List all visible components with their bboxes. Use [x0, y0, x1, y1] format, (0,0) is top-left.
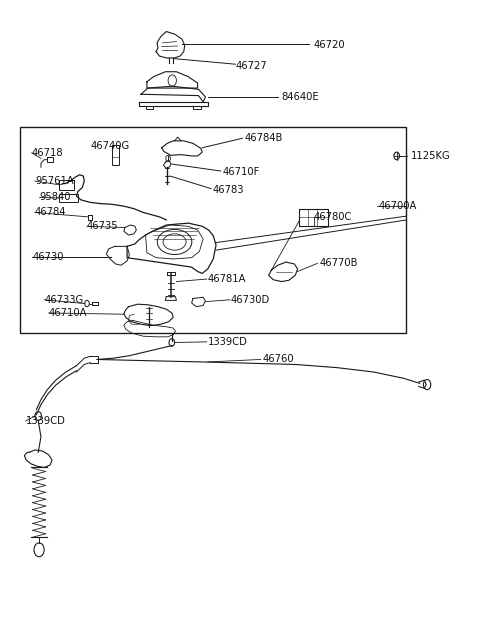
Text: 46780C: 46780C [314, 212, 352, 222]
Text: 46784: 46784 [35, 208, 66, 217]
Text: 46730D: 46730D [231, 295, 270, 304]
Text: 46740G: 46740G [90, 141, 130, 151]
Text: 46760: 46760 [262, 354, 294, 365]
Text: 46727: 46727 [235, 61, 267, 71]
Bar [112, 145, 119, 165]
Text: 46783: 46783 [212, 185, 244, 195]
Text: 1339CD: 1339CD [26, 416, 66, 426]
Text: 46700A: 46700A [378, 201, 417, 210]
Text: 95761A: 95761A [35, 176, 74, 186]
Text: 46718: 46718 [32, 148, 63, 158]
Text: 46720: 46720 [314, 40, 345, 51]
Text: 46710A: 46710A [49, 308, 87, 318]
Bar [20, 127, 406, 333]
Text: 46733G: 46733G [44, 295, 84, 304]
Bar [60, 179, 74, 190]
Text: 84640E: 84640E [281, 92, 319, 103]
Text: 1339CD: 1339CD [208, 337, 248, 347]
Text: 46770B: 46770B [319, 258, 358, 269]
Text: 1125KG: 1125KG [410, 151, 450, 161]
Text: 46735: 46735 [87, 221, 119, 231]
Bar [60, 194, 78, 203]
Text: 46710F: 46710F [223, 167, 260, 178]
Text: 95840: 95840 [39, 192, 71, 203]
Text: 46730: 46730 [33, 252, 64, 262]
Text: 46781A: 46781A [208, 274, 246, 284]
Text: 46784B: 46784B [245, 133, 283, 144]
